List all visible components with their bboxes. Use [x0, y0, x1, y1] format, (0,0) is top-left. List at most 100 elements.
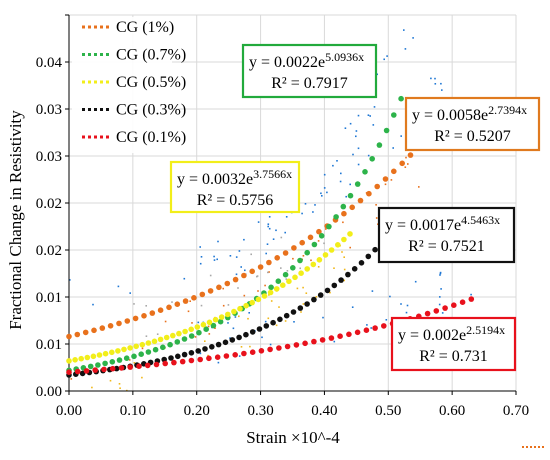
trendline-point — [372, 325, 378, 331]
trendline-point — [249, 299, 255, 306]
trendline-point — [170, 332, 176, 339]
raw-data-point — [284, 231, 286, 234]
raw-data-point — [141, 347, 144, 350]
trendline-point — [374, 183, 381, 190]
trendline-point — [115, 348, 121, 354]
trendline-point — [273, 286, 280, 292]
raw-data-point — [349, 246, 351, 249]
trendline-point — [311, 338, 317, 345]
trendline-point — [162, 360, 168, 367]
raw-data-point — [269, 343, 272, 346]
raw-data-point — [229, 255, 232, 257]
legend-label: CG (0.7%) — [116, 47, 186, 64]
equation-box — [404, 96, 541, 152]
trendline-point — [318, 233, 325, 239]
raw-data-point — [214, 327, 216, 329]
equation-exponent: 2.5194x — [466, 323, 505, 337]
raw-data-point — [217, 240, 219, 243]
raw-data-point — [257, 290, 259, 292]
raw-data-point — [256, 275, 258, 278]
trendline-point — [302, 340, 308, 347]
legend-label: CG (0.3%) — [116, 102, 186, 119]
raw-data-point — [197, 321, 200, 324]
raw-data-point — [407, 163, 409, 165]
raw-data-point — [314, 204, 316, 206]
trendline-point — [152, 346, 159, 353]
raw-data-point — [440, 288, 442, 290]
trendline-point — [363, 327, 370, 334]
raw-data-point — [117, 285, 120, 288]
equation-box — [390, 316, 517, 372]
raw-data-point — [333, 340, 336, 343]
trendline-point — [354, 329, 361, 336]
trendline-point — [340, 203, 347, 210]
trendline-point — [167, 341, 173, 348]
y-tick-label: 0.03 — [36, 149, 62, 165]
x-tick-label: 0.30 — [247, 403, 273, 419]
trendline-point — [116, 320, 122, 327]
raw-data-point — [317, 240, 320, 242]
trendline-point — [109, 349, 115, 356]
trendline-point — [451, 302, 457, 309]
raw-data-point — [217, 361, 220, 364]
trendline-2 — [66, 95, 404, 374]
trendline-point — [72, 357, 78, 363]
trendline-point — [145, 340, 152, 346]
raw-data-point — [405, 156, 407, 159]
trendline-point — [256, 326, 263, 332]
trendline-point — [276, 345, 282, 351]
trendline-point — [166, 304, 172, 311]
y-tick-label: 0.02 — [36, 196, 62, 212]
trendline-point — [182, 328, 188, 335]
raw-data-point — [323, 242, 325, 245]
trendline-point — [316, 257, 323, 263]
trendline-point — [138, 351, 144, 358]
trendline-point — [243, 331, 249, 338]
raw-data-point — [302, 286, 304, 289]
raw-data-point — [171, 301, 173, 303]
trendline-point — [132, 315, 139, 322]
r-squared-text: R² = 0.7521 — [408, 238, 485, 255]
trendline-point — [304, 249, 311, 256]
trendline-point — [127, 364, 133, 370]
raw-data-point — [372, 124, 375, 126]
raw-data-point — [366, 324, 368, 326]
raw-data-point — [91, 386, 93, 389]
trendline-point — [87, 363, 94, 370]
raw-data-point — [249, 345, 251, 348]
raw-data-point — [384, 183, 387, 186]
raw-data-point — [213, 259, 216, 261]
raw-data-point — [266, 243, 269, 245]
raw-data-point — [265, 252, 267, 255]
trendline-point — [328, 335, 335, 341]
trendline-point — [391, 112, 397, 118]
raw-data-point — [257, 221, 260, 223]
trendline-point — [274, 254, 281, 261]
trendline-point — [127, 345, 133, 351]
raw-data-point — [349, 183, 351, 186]
equation-text: y = 0.0032e3.7566x — [177, 167, 292, 188]
raw-data-point — [222, 287, 224, 290]
raw-data-point — [296, 287, 299, 290]
raw-data-point — [286, 270, 289, 272]
trendline-point — [277, 316, 283, 323]
trendline-3 — [66, 231, 353, 364]
trendline-point — [319, 337, 326, 343]
trendline-point — [376, 142, 383, 148]
trendline-point — [66, 333, 72, 340]
raw-data-point — [317, 266, 320, 268]
trendline-point — [203, 326, 209, 333]
trendline-point — [328, 247, 335, 253]
trendline-point — [299, 239, 306, 246]
trendline-point — [433, 308, 440, 314]
trendline-point — [290, 309, 297, 315]
raw-data-point — [386, 55, 388, 57]
raw-data-point — [367, 154, 370, 157]
raw-data-point — [352, 153, 354, 156]
trendline-point — [191, 295, 197, 301]
trendline-point — [121, 346, 127, 353]
raw-data-point — [129, 292, 131, 294]
